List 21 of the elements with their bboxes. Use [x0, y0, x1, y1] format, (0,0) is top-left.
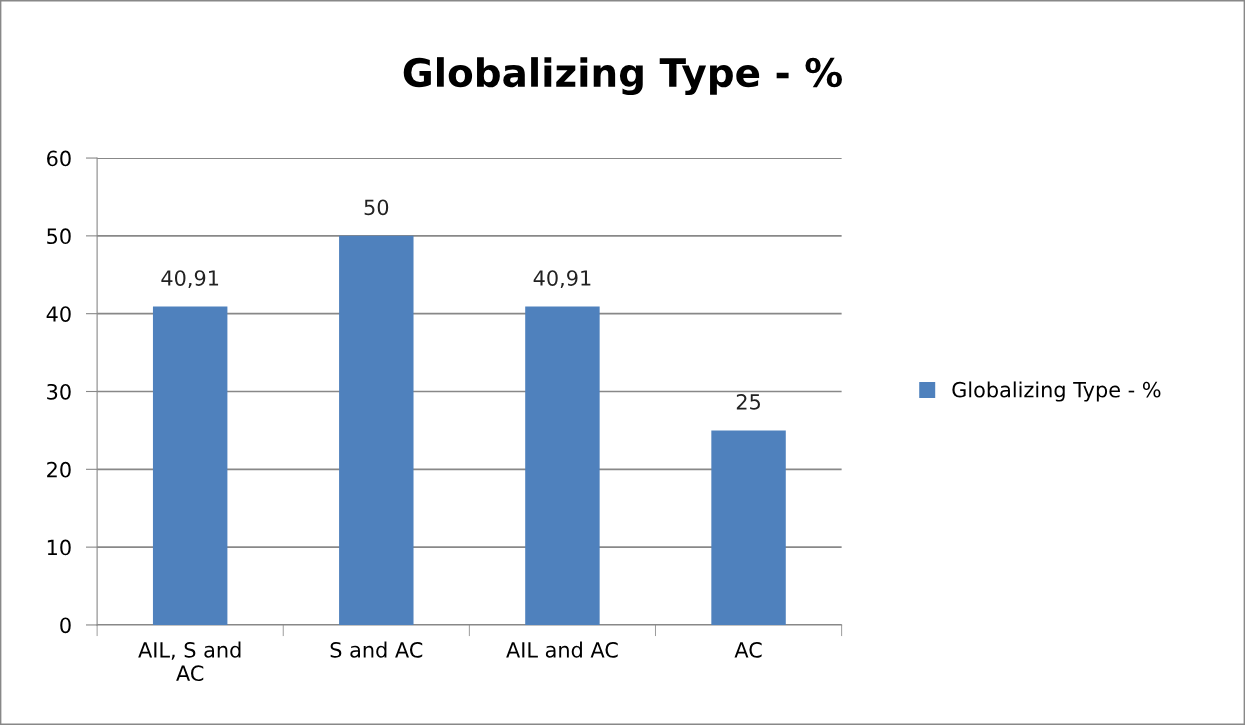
legend-label: Globalizing Type - % [952, 381, 1161, 402]
y-tick-label: 60 [47, 150, 71, 167]
y-tick-label: 50 [47, 228, 71, 245]
y-tick-label: 30 [47, 383, 71, 400]
y-tick-label: 20 [47, 461, 71, 478]
bar [152, 306, 228, 625]
data-label: 40,91 [533, 270, 591, 289]
chart-title: Globalizing Type - % [403, 57, 842, 96]
x-tick-label: S and AC [330, 641, 423, 658]
data-label: 50 [364, 199, 389, 216]
x-tick-label: AC [734, 641, 762, 658]
bar [525, 306, 600, 625]
data-label: 25 [736, 393, 760, 410]
data-label: 40,91 [161, 270, 219, 289]
y-tick-label: 10 [47, 539, 71, 556]
y-tick-label: 0 [60, 617, 71, 634]
bar [711, 430, 786, 625]
bar [339, 235, 414, 625]
y-tick-label: 40 [46, 306, 71, 322]
x-tick-label: AIL and AC [506, 641, 618, 658]
x-tick-label: AIL, S and AC [138, 641, 241, 682]
